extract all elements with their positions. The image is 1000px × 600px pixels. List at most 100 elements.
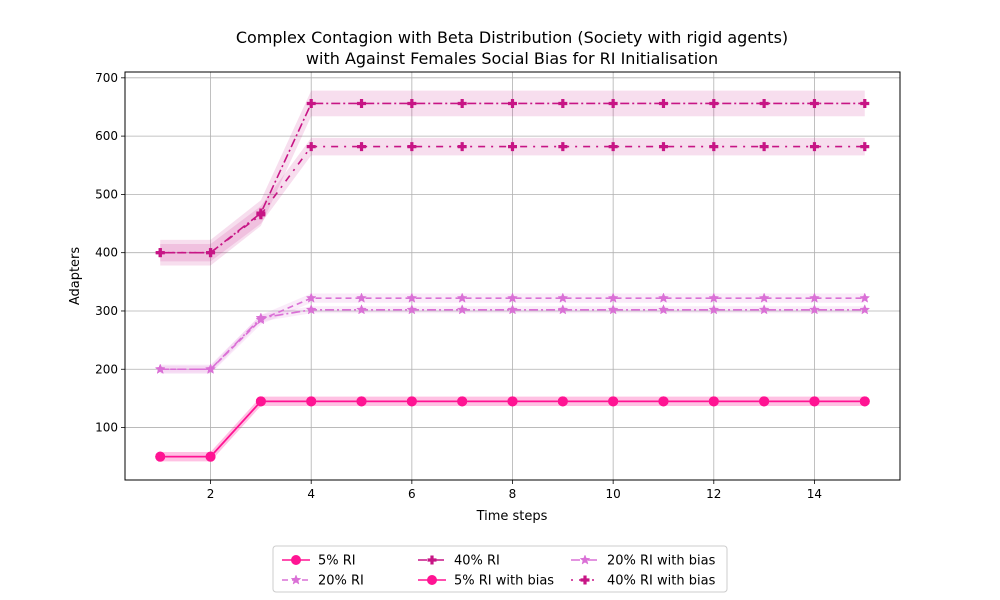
chart-title-line2: with Against Females Social Bias for RI …	[306, 49, 718, 68]
data-point	[357, 98, 367, 108]
legend-item: 20% RI with bias	[571, 554, 716, 569]
data-point	[205, 363, 216, 374]
data-point	[407, 98, 417, 108]
data-point	[507, 292, 518, 303]
legend-item: 5% RI	[282, 554, 356, 569]
data-point	[608, 396, 619, 407]
series-line	[160, 102, 865, 254]
legend: 5% RI 20% RI 40% RI 5% RI with bias 20% RI w…	[272, 545, 728, 593]
data-point	[507, 304, 518, 315]
data-point	[607, 292, 619, 303]
data-point	[508, 98, 517, 108]
x-tick-label: 10	[606, 487, 621, 501]
data-point	[709, 98, 719, 108]
y-axis-label: Adapters	[68, 247, 83, 306]
legend-swatch-marker	[290, 574, 302, 585]
legend-swatch-marker	[427, 555, 437, 565]
data-point	[708, 304, 720, 315]
data-point	[758, 292, 770, 303]
x-tick-label: 12	[706, 487, 721, 501]
data-point	[809, 304, 820, 315]
legend-label: 40% RI with bias	[607, 574, 716, 589]
legend-box	[272, 545, 728, 593]
confidence-band	[160, 306, 865, 373]
data-point	[658, 396, 669, 407]
data-point	[658, 292, 669, 303]
data-point	[608, 98, 618, 108]
data-point	[406, 304, 418, 315]
legend-item: 40% RI with bias	[571, 574, 716, 589]
x-tick-label: 8	[509, 487, 517, 501]
data-point	[608, 142, 618, 152]
legend-label: 5% RI with bias	[454, 574, 554, 589]
data-point	[357, 142, 367, 152]
x-tick-label: 6	[408, 487, 416, 501]
data-point	[607, 304, 619, 315]
series-group	[154, 304, 871, 374]
legend-label: 20% RI	[318, 574, 364, 589]
data-point	[457, 142, 467, 152]
x-axis-label: Time steps	[476, 509, 548, 524]
y-tick-label: 600	[95, 129, 118, 143]
data-point	[356, 396, 367, 407]
legend-label: 5% RI	[318, 554, 356, 569]
x-tick-label: 4	[307, 487, 315, 501]
data-point	[356, 304, 367, 315]
legend-swatch-marker	[580, 575, 590, 585]
data-point	[859, 304, 871, 315]
data-point	[356, 292, 367, 303]
series-group	[155, 396, 870, 462]
x-tick-label: 14	[807, 487, 822, 501]
series-line	[160, 297, 865, 371]
legend-label: 20% RI with bias	[607, 554, 716, 569]
data-point	[658, 98, 668, 108]
confidence-band	[160, 137, 865, 262]
legend-swatch-marker	[291, 555, 301, 565]
data-point	[456, 304, 468, 315]
data-point	[456, 292, 468, 303]
data-point	[305, 304, 317, 315]
data-point	[759, 142, 769, 152]
y-tick-label: 400	[95, 246, 118, 260]
data-point	[255, 396, 266, 407]
data-point	[558, 142, 568, 152]
legend-swatch-marker	[579, 554, 591, 565]
data-point	[406, 292, 418, 303]
data-point	[306, 396, 317, 407]
data-point	[508, 142, 517, 152]
data-point	[557, 396, 568, 407]
data-point	[457, 396, 468, 407]
data-point	[155, 451, 166, 462]
data-point	[457, 98, 467, 108]
y-tick-label: 500	[95, 187, 118, 201]
data-point	[809, 396, 820, 407]
series-group	[155, 142, 870, 258]
y-tick-label: 300	[95, 304, 118, 318]
legend-item: 40% RI	[418, 554, 500, 569]
y-tick-label: 700	[95, 71, 118, 85]
y-tick-label: 200	[95, 362, 118, 376]
confidence-band	[160, 293, 865, 374]
data-point	[860, 142, 870, 152]
data-point	[255, 312, 267, 323]
data-point	[860, 98, 870, 108]
legend-label: 40% RI	[454, 554, 500, 569]
data-point	[206, 248, 216, 258]
data-point	[305, 292, 317, 303]
confidence-band	[160, 396, 865, 462]
data-point	[205, 451, 216, 462]
data-point	[154, 363, 166, 374]
series-lines	[154, 98, 871, 462]
data-point	[155, 248, 165, 258]
data-point	[859, 396, 870, 407]
data-point	[306, 98, 316, 108]
grid-lines	[125, 72, 900, 480]
legend-item: 5% RI with bias	[418, 574, 554, 589]
legend-item: 20% RI	[282, 574, 364, 589]
y-tick-label: 100	[95, 421, 118, 435]
x-tick-label: 2	[207, 487, 215, 501]
data-point	[708, 396, 719, 407]
data-point	[809, 98, 819, 108]
data-point	[758, 304, 770, 315]
